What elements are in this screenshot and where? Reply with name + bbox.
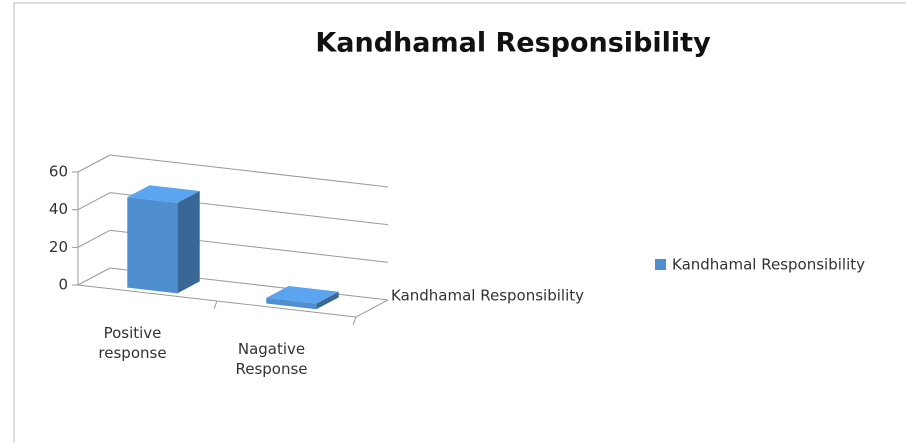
y-tick-label: 20	[49, 238, 68, 256]
x-tick	[352, 316, 357, 326]
y-tick-label: 0	[58, 276, 68, 294]
bar	[266, 297, 317, 310]
bar-side	[177, 191, 200, 294]
x-tick-label: Positive response	[98, 323, 167, 362]
grid-line	[109, 154, 389, 188]
legend-label: Kandhamal Responsibility	[672, 256, 865, 274]
x-tick-label: Nagative Response	[235, 339, 308, 378]
y-tick-label: 60	[49, 163, 68, 181]
depth-axis-label: Kandhamal Responsibility	[391, 286, 584, 304]
x-tick	[213, 300, 218, 310]
bar-top	[127, 185, 200, 203]
depth-axis	[355, 299, 389, 318]
grid-line	[77, 267, 111, 286]
chart-frame	[13, 2, 906, 443]
y-tick-label: 40	[49, 200, 68, 218]
bar-top	[266, 286, 339, 304]
grid-line	[77, 192, 111, 211]
legend-swatch	[655, 259, 666, 270]
grid-line	[77, 229, 111, 248]
bar	[127, 197, 178, 294]
chart-title: Kandhamal Responsibility	[315, 28, 711, 59]
grid-line	[77, 154, 111, 173]
bar-side	[316, 291, 339, 310]
